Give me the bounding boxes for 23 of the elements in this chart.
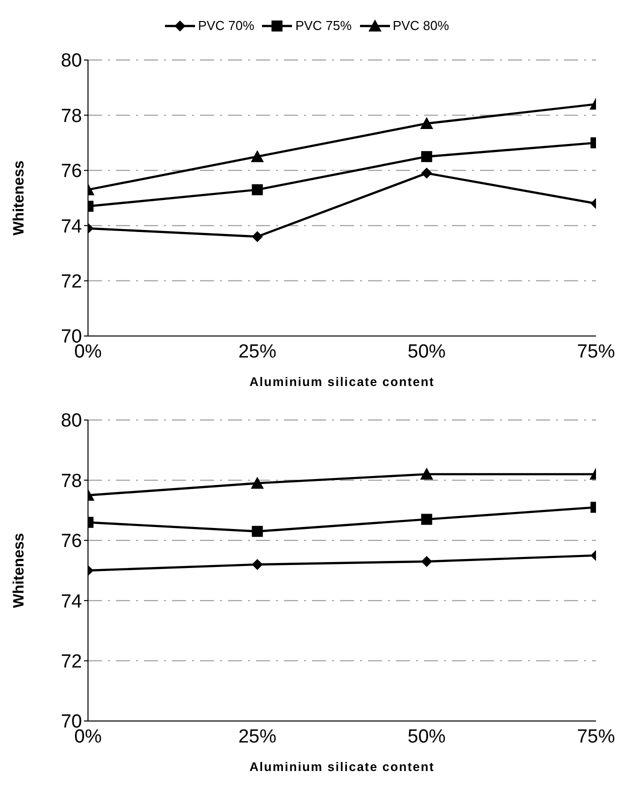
y-tick-label: 78 — [60, 470, 82, 492]
x-tick-label: 25% — [238, 726, 276, 748]
legend-label: PVC 75% — [295, 18, 352, 33]
y-tick-label: 72 — [60, 272, 82, 293]
y-tick-label: 72 — [60, 652, 82, 673]
y-axis-title: Whiteness — [10, 532, 28, 608]
x-axis-title: Aluminium silicate content — [249, 760, 435, 774]
x-tick-label: 25% — [238, 341, 276, 362]
legend-label: PVC 80% — [392, 18, 450, 33]
x-tick-label: 50% — [408, 341, 446, 362]
y-tick-label: 80 — [60, 50, 82, 72]
y-tick-label: 76 — [60, 161, 82, 182]
y-tick-label: 80 — [60, 410, 82, 432]
y-tick-label: 76 — [60, 531, 82, 552]
x-axis-title: Aluminium silicate content — [249, 375, 435, 389]
x-tick-label: 75% — [576, 341, 616, 362]
y-axis-title: Whiteness — [10, 160, 28, 236]
y-tick-label: 74 — [60, 216, 82, 238]
legend-label: PVC 70% — [198, 18, 254, 33]
x-tick-label: 50% — [408, 726, 446, 748]
y-tick-label: 74 — [60, 591, 82, 612]
x-tick-label: 75% — [576, 726, 616, 748]
y-tick-label: 78 — [60, 106, 82, 127]
